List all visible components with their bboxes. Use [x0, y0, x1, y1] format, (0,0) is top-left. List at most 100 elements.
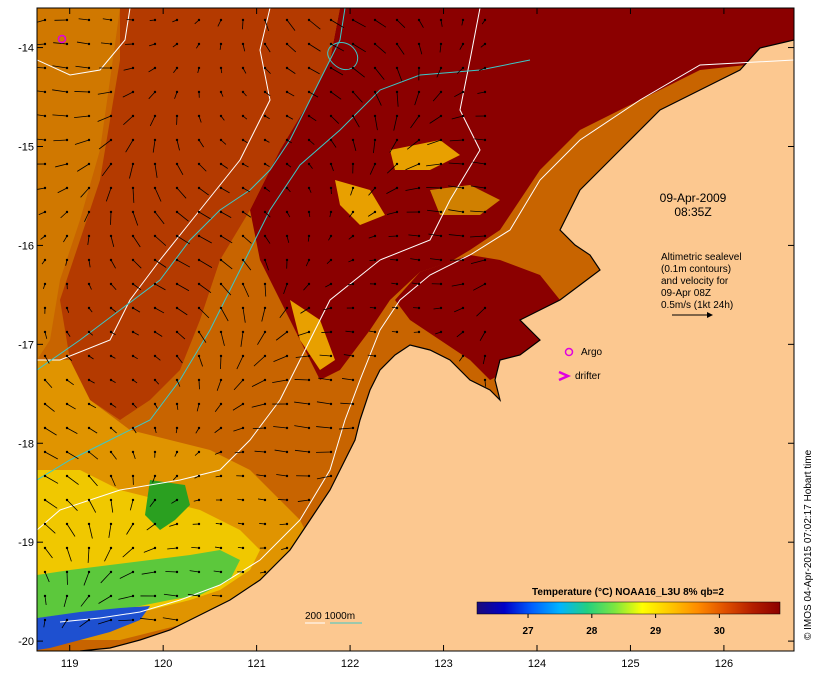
argo-float-marker — [57, 34, 67, 44]
velocity-vector — [343, 354, 354, 357]
velocity-vector-origin — [153, 402, 157, 406]
velocity-vector-origin — [373, 162, 377, 166]
velocity-vector-origin — [109, 282, 113, 286]
velocity-vector-origin — [175, 18, 179, 22]
eddy-contour — [327, 42, 359, 71]
velocity-vector — [79, 619, 90, 628]
velocity-vector-origin — [285, 234, 289, 238]
velocity-vector-origin — [109, 354, 113, 358]
velocity-vector-origin — [307, 258, 311, 262]
velocity-vector-origin — [65, 258, 69, 262]
velocity-vector — [141, 571, 156, 575]
velocity-vector — [198, 211, 211, 220]
x-tick-label: 122 — [341, 658, 359, 670]
velocity-vector — [242, 187, 250, 193]
velocity-vector-origin — [65, 210, 69, 214]
velocity-vector — [44, 523, 56, 534]
velocity-vector-origin — [87, 402, 91, 406]
velocity-vector — [37, 67, 46, 69]
velocity-vector-origin — [219, 402, 223, 406]
velocity-vector — [176, 211, 189, 222]
velocity-vector — [236, 355, 244, 370]
velocity-vector — [176, 187, 187, 199]
velocity-vector — [105, 187, 112, 202]
velocity-vector — [308, 115, 317, 122]
velocity-vector-origin — [197, 402, 201, 406]
velocity-vector-origin — [219, 522, 223, 526]
velocity-vector — [254, 450, 266, 453]
velocity-vector-origin — [263, 330, 267, 334]
velocity-vector-origin — [307, 114, 311, 118]
velocity-vector-origin — [351, 282, 355, 286]
y-tick-label: -16 — [18, 240, 34, 252]
velocity-vector-origin — [461, 66, 465, 70]
velocity-vector-origin — [307, 138, 311, 142]
velocity-vector — [473, 283, 486, 291]
velocity-vector-origin — [329, 18, 333, 22]
velocity-vector-origin — [373, 138, 377, 142]
velocity-vector-origin — [219, 18, 223, 22]
velocity-vector-origin — [153, 426, 157, 430]
velocity-vector-origin — [395, 234, 399, 238]
velocity-vector-origin — [417, 66, 421, 70]
x-tick-label: 119 — [61, 658, 79, 670]
velocity-vector — [74, 115, 90, 119]
velocity-vector-origin — [285, 162, 289, 166]
plot-area — [37, 8, 794, 651]
velocity-vector-origin — [43, 306, 47, 310]
velocity-vector-origin — [109, 522, 113, 526]
velocity-vector-origin — [65, 282, 69, 286]
velocity-vector — [257, 331, 266, 345]
velocity-vector-origin — [219, 354, 223, 358]
velocity-vector — [374, 19, 387, 28]
velocity-vector — [52, 65, 68, 69]
velocity-vector-origin — [263, 402, 267, 406]
velocity-vector — [436, 67, 442, 78]
velocity-vector-origin — [351, 306, 355, 310]
velocity-vector — [123, 67, 134, 71]
velocity-vector-origin — [285, 42, 289, 46]
velocity-vector — [294, 425, 310, 429]
velocity-vector-origin — [263, 450, 267, 454]
velocity-vector-origin — [439, 234, 443, 238]
velocity-vector-origin — [241, 114, 245, 118]
velocity-vector — [386, 187, 398, 194]
velocity-vector-origin — [329, 426, 333, 430]
velocity-vector — [418, 43, 423, 55]
velocity-vector-origin — [307, 90, 311, 94]
velocity-vector-origin — [175, 450, 179, 454]
velocity-vector — [66, 403, 76, 410]
velocity-vector — [187, 593, 200, 597]
velocity-vector — [405, 187, 420, 191]
land-mass — [37, 40, 794, 651]
velocity-vector-origin — [241, 522, 245, 526]
velocity-vector-origin — [131, 66, 135, 70]
velocity-vector — [220, 259, 233, 270]
velocity-vector — [368, 187, 376, 196]
velocity-vector-origin — [263, 90, 267, 94]
velocity-vector-origin — [241, 378, 245, 382]
velocity-vector-origin — [109, 618, 113, 622]
velocity-vector-origin — [65, 42, 69, 46]
velocity-vector-origin — [351, 330, 355, 334]
drifter-legend: drifter — [558, 370, 601, 382]
velocity-vector-origin — [87, 474, 91, 478]
velocity-vector-origin — [87, 18, 91, 22]
velocity-vector-origin — [373, 66, 377, 70]
velocity-vector — [88, 499, 97, 513]
velocity-vector-origin — [65, 234, 69, 238]
velocity-vector — [470, 235, 486, 238]
velocity-vector — [242, 283, 250, 298]
velocity-vector — [448, 185, 464, 189]
velocity-vector-origin — [373, 90, 377, 94]
velocity-vector-origin — [43, 186, 47, 190]
velocity-vector — [253, 355, 266, 367]
velocity-vector-origin — [307, 42, 311, 46]
velocity-vector — [220, 283, 232, 296]
velocity-vector — [44, 475, 59, 484]
y-tick-label: -14 — [18, 43, 34, 55]
velocity-vector-origin — [285, 18, 289, 22]
velocity-vector-origin — [307, 426, 311, 430]
velocity-vector-origin — [241, 450, 245, 454]
velocity-vector — [330, 91, 342, 100]
